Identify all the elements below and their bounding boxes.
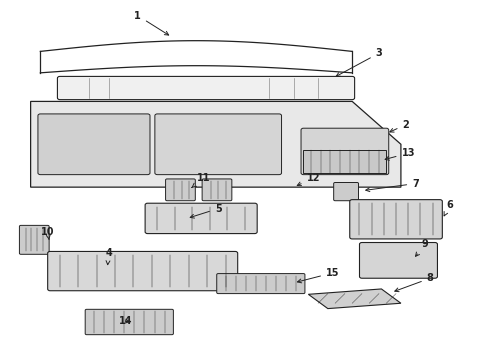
Text: 5: 5 xyxy=(190,203,221,218)
FancyBboxPatch shape xyxy=(85,309,173,335)
FancyBboxPatch shape xyxy=(303,150,386,173)
Text: 13: 13 xyxy=(385,148,415,160)
Text: 7: 7 xyxy=(366,179,419,192)
FancyBboxPatch shape xyxy=(202,179,232,201)
FancyBboxPatch shape xyxy=(166,179,196,201)
Text: 10: 10 xyxy=(41,227,54,240)
FancyBboxPatch shape xyxy=(20,225,49,254)
Polygon shape xyxy=(308,289,401,309)
FancyBboxPatch shape xyxy=(301,128,389,175)
FancyBboxPatch shape xyxy=(38,114,150,175)
Text: 14: 14 xyxy=(119,316,132,326)
Polygon shape xyxy=(30,102,401,187)
FancyBboxPatch shape xyxy=(155,114,282,175)
FancyBboxPatch shape xyxy=(350,200,442,239)
Text: 11: 11 xyxy=(192,173,210,188)
FancyBboxPatch shape xyxy=(48,251,238,291)
FancyBboxPatch shape xyxy=(57,76,355,100)
Text: 6: 6 xyxy=(444,200,453,216)
FancyBboxPatch shape xyxy=(217,274,305,294)
Text: 8: 8 xyxy=(395,273,434,292)
Text: 9: 9 xyxy=(416,239,429,256)
Text: 15: 15 xyxy=(297,268,340,283)
FancyBboxPatch shape xyxy=(360,243,438,278)
FancyBboxPatch shape xyxy=(334,183,359,201)
Text: 2: 2 xyxy=(390,120,409,132)
Text: 1: 1 xyxy=(134,11,169,35)
FancyBboxPatch shape xyxy=(145,203,257,234)
Text: 12: 12 xyxy=(297,173,320,186)
Text: 4: 4 xyxy=(105,248,112,265)
Text: 3: 3 xyxy=(336,48,382,76)
